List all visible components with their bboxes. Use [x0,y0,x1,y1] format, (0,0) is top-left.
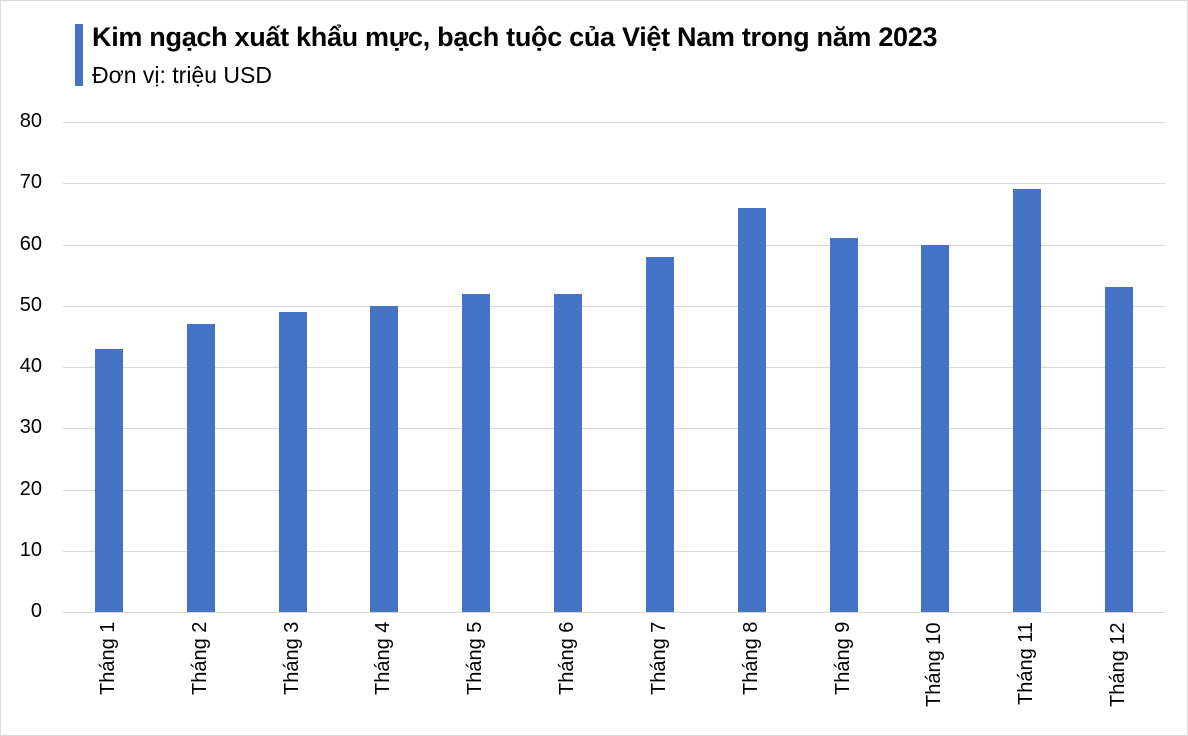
y-tick-label: 20 [19,477,42,500]
gridline [63,550,1165,552]
y-tick-label: 10 [19,538,42,561]
x-tick-label: Tháng 2 [188,621,211,695]
gridline [63,183,1165,185]
y-tick-label: 80 [19,110,42,132]
y-tick-label: 40 [19,355,42,377]
bar [554,293,583,612]
y-tick-label: 30 [19,416,42,439]
gridline [63,489,1165,491]
bar [737,207,766,612]
x-tick-label: Tháng 5 [464,621,487,695]
chart-title: Kim ngạch xuất khẩu mực, bạch tuộc của V… [92,22,938,52]
gridline [63,244,1165,246]
x-tick-label: Tháng 6 [556,621,579,695]
bar [94,348,123,612]
x-tick-label: Tháng 12 [1107,622,1130,707]
gridline [63,305,1165,307]
x-tick-label: Tháng 4 [372,621,395,695]
bar [1105,287,1134,612]
x-tick-label: Tháng 9 [831,621,854,695]
bar [1013,189,1042,612]
y-tick-label: 70 [19,171,42,194]
bar [186,324,215,612]
gridline [63,367,1165,368]
x-tick-label: Tháng 7 [647,621,670,695]
gridline [63,428,1165,430]
y-tick-label: 60 [19,232,42,255]
title-accent-bar [75,24,83,86]
x-tick-label: Tháng 11 [1015,621,1038,705]
bar [921,244,950,612]
x-tick-label: Tháng 1 [96,621,119,695]
y-tick-label: 0 [30,600,42,622]
chart-subtitle: Đơn vị: triệu USD [92,62,272,88]
y-tick-label: 50 [19,293,42,316]
gridline [63,612,1165,613]
bar [462,293,491,612]
bar [370,305,399,612]
x-tick-label: Tháng 3 [280,621,303,695]
x-tick-label: Tháng 8 [739,621,762,695]
bar [829,238,858,612]
gridline [63,122,1165,123]
plot-area [63,122,1165,613]
bar [645,256,674,612]
x-tick-label: Tháng 10 [923,622,946,707]
bar [278,311,307,612]
